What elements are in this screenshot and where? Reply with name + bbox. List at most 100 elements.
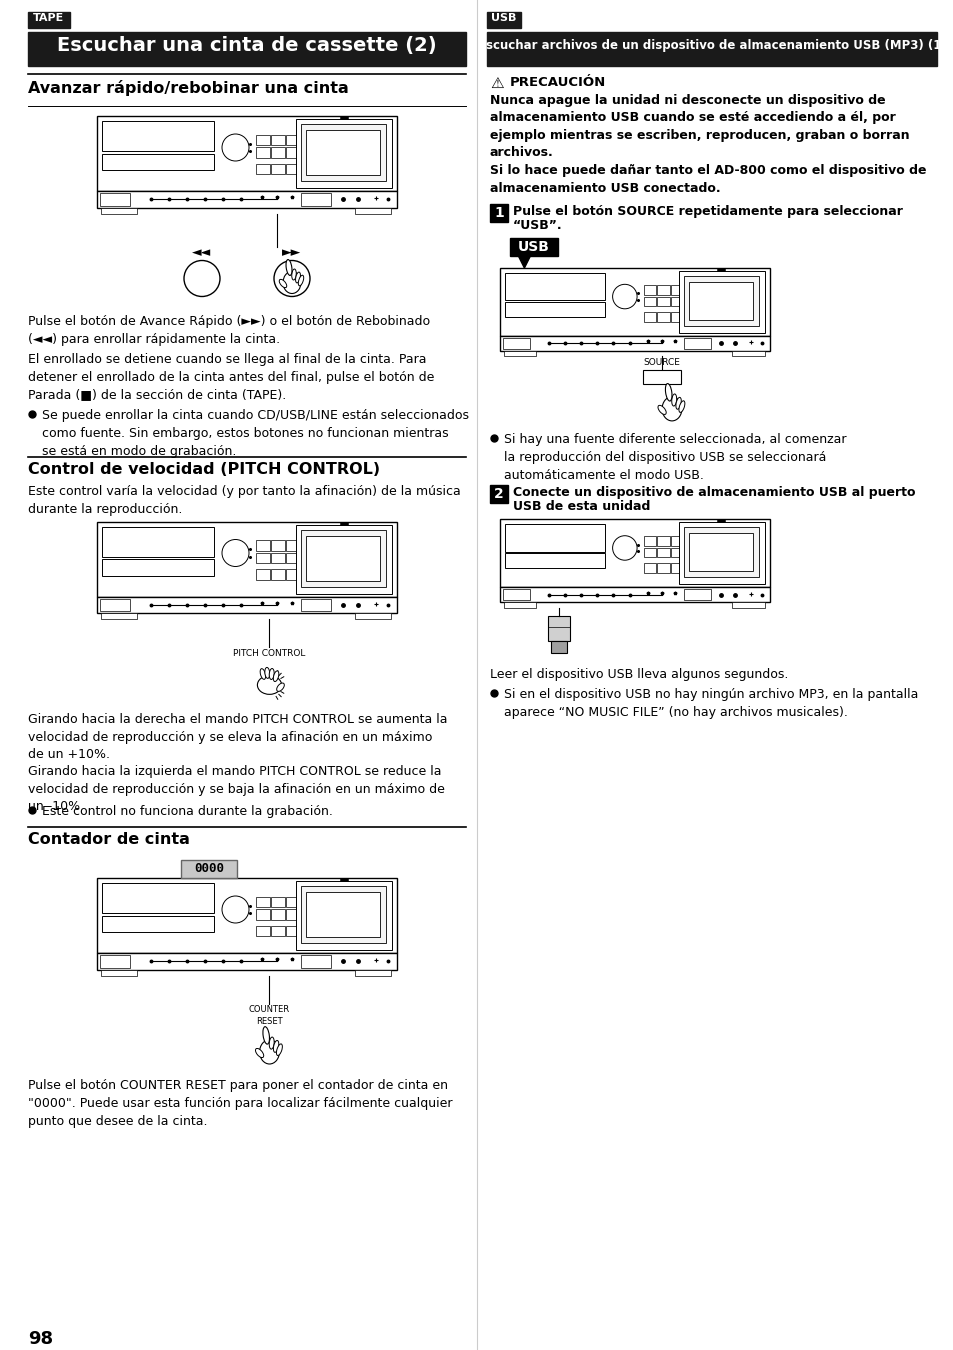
Bar xyxy=(272,147,285,158)
Bar xyxy=(503,351,536,356)
Bar xyxy=(684,563,696,572)
Ellipse shape xyxy=(269,668,274,679)
Ellipse shape xyxy=(263,1027,269,1044)
Bar xyxy=(318,143,329,150)
Bar xyxy=(339,521,348,525)
Bar xyxy=(101,208,137,213)
Text: Escuchar una cinta de cassette (2): Escuchar una cinta de cassette (2) xyxy=(57,36,436,55)
Bar xyxy=(355,208,391,213)
Circle shape xyxy=(222,540,249,567)
Bar xyxy=(97,521,396,597)
Bar xyxy=(272,135,285,146)
Bar xyxy=(286,135,299,146)
Text: PITCH CONTROL: PITCH CONTROL xyxy=(233,649,305,657)
Bar xyxy=(504,302,604,317)
Bar xyxy=(256,147,270,158)
Bar xyxy=(683,338,710,348)
Bar xyxy=(700,552,709,559)
Text: 1: 1 xyxy=(494,207,503,220)
Text: Este control no funciona durante la grabación.: Este control no funciona durante la grab… xyxy=(42,805,333,818)
Bar xyxy=(301,163,314,174)
Bar xyxy=(657,285,669,294)
Ellipse shape xyxy=(679,401,684,412)
Bar xyxy=(306,536,379,580)
Ellipse shape xyxy=(269,1037,274,1049)
Bar xyxy=(504,273,604,300)
Bar xyxy=(657,297,669,306)
Text: Pulse el botón SOURCE repetidamente para seleccionar: Pulse el botón SOURCE repetidamente para… xyxy=(513,205,902,217)
Bar xyxy=(102,559,213,575)
Bar xyxy=(301,954,331,968)
Text: ◄◄: ◄◄ xyxy=(193,247,212,259)
Bar xyxy=(97,953,396,969)
Bar xyxy=(504,524,604,552)
Text: Si en el dispositivo USB no hay ningún archivo MP3, en la pantalla
aparece “NO M: Si en el dispositivo USB no hay ningún a… xyxy=(503,687,918,718)
Circle shape xyxy=(184,261,220,297)
Bar xyxy=(301,193,331,205)
Bar xyxy=(97,878,396,953)
Bar xyxy=(256,552,270,563)
Bar xyxy=(318,540,329,547)
Ellipse shape xyxy=(292,269,296,279)
Bar xyxy=(684,528,759,578)
Bar xyxy=(679,271,764,333)
Bar xyxy=(306,130,379,176)
Ellipse shape xyxy=(658,405,665,414)
Bar xyxy=(504,554,604,568)
Bar xyxy=(102,883,213,913)
Bar xyxy=(339,116,348,119)
Bar xyxy=(272,163,285,174)
Bar xyxy=(318,896,329,903)
Text: 98: 98 xyxy=(28,1330,53,1349)
Bar xyxy=(700,285,709,292)
Ellipse shape xyxy=(255,1049,263,1057)
Text: PRECAUCIÓN: PRECAUCIÓN xyxy=(510,76,605,89)
Text: 2: 2 xyxy=(494,487,503,501)
Ellipse shape xyxy=(283,271,301,293)
Bar xyxy=(295,119,392,188)
Text: Leer el dispositivo USB lleva algunos segundos.: Leer el dispositivo USB lleva algunos se… xyxy=(490,668,787,680)
Bar xyxy=(256,570,270,579)
Text: Pulse el botón de Avance Rápido (►►) o el botón de Rebobinado
(◄◄) para enrollar: Pulse el botón de Avance Rápido (►►) o e… xyxy=(28,315,430,346)
Bar xyxy=(181,860,236,878)
Bar xyxy=(499,520,769,587)
Bar xyxy=(548,616,570,640)
Ellipse shape xyxy=(286,259,292,275)
Ellipse shape xyxy=(259,1040,279,1064)
Bar xyxy=(318,135,329,142)
Bar xyxy=(670,563,682,572)
Text: Contador de cinta: Contador de cinta xyxy=(28,832,190,846)
Bar xyxy=(256,910,270,919)
Text: Este control varía la velocidad (y por tanto la afinación) de la música
durante : Este control varía la velocidad (y por t… xyxy=(28,486,460,517)
Bar xyxy=(272,552,285,563)
Ellipse shape xyxy=(265,667,270,679)
Text: Avanzar rápido/rebobinar una cinta: Avanzar rápido/rebobinar una cinta xyxy=(28,80,349,96)
Bar xyxy=(97,597,396,613)
Ellipse shape xyxy=(664,383,671,401)
Bar xyxy=(272,540,285,551)
Ellipse shape xyxy=(671,394,676,406)
Bar xyxy=(286,147,299,158)
Bar xyxy=(100,193,130,205)
Bar xyxy=(551,640,567,652)
Bar xyxy=(490,204,507,221)
Bar xyxy=(102,526,213,556)
Text: 0000: 0000 xyxy=(193,863,224,875)
Text: COUNTER
RESET: COUNTER RESET xyxy=(249,1006,290,1026)
Bar xyxy=(339,878,348,882)
Text: USB: USB xyxy=(491,14,517,23)
Bar xyxy=(670,297,682,306)
Bar xyxy=(684,312,696,321)
Bar xyxy=(286,896,299,907)
Text: Si hay una fuente diferente seleccionada, al comenzar
la reproducción del dispos: Si hay una fuente diferente seleccionada… xyxy=(503,433,845,482)
Bar xyxy=(301,598,331,612)
Bar xyxy=(670,285,682,294)
Ellipse shape xyxy=(274,671,278,682)
Text: USB: USB xyxy=(517,240,549,254)
Bar xyxy=(700,544,709,551)
Bar xyxy=(732,602,763,608)
Bar xyxy=(301,124,386,181)
Bar xyxy=(657,312,669,321)
Text: Girando hacia la derecha el mando PITCH CONTROL se aumenta la
velocidad de repro: Girando hacia la derecha el mando PITCH … xyxy=(28,713,447,814)
Bar xyxy=(272,926,285,937)
